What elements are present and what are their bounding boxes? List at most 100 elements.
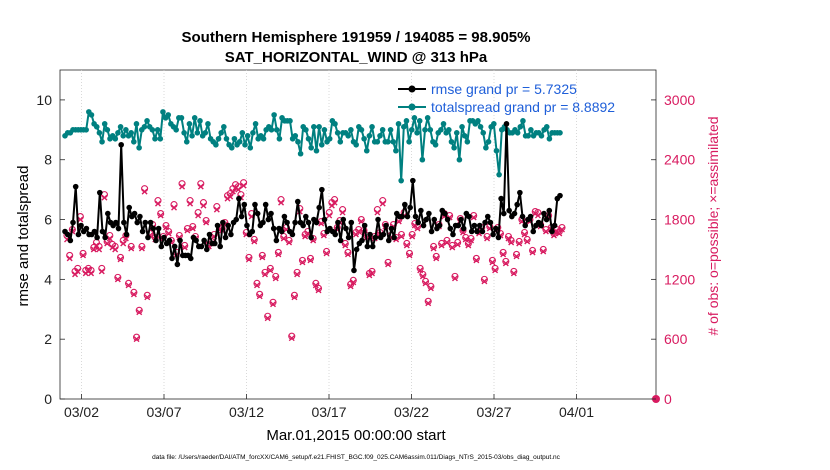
totalspread-point bbox=[491, 121, 497, 127]
obs-possible-point bbox=[341, 239, 349, 248]
obs-assimilated-point bbox=[291, 294, 298, 301]
totalspread-point bbox=[485, 138, 492, 145]
obs-possible-point bbox=[253, 279, 261, 287]
rmse-point bbox=[161, 234, 167, 241]
rmse-point bbox=[64, 231, 71, 238]
legend-spread-marker bbox=[408, 103, 416, 111]
rmse-point bbox=[391, 234, 397, 241]
obs-assimilated-point bbox=[96, 246, 103, 253]
rmse-point bbox=[436, 222, 443, 229]
obs-possible-point bbox=[162, 221, 170, 230]
rmse-point bbox=[313, 219, 320, 226]
obs-assimilated-point bbox=[80, 252, 87, 259]
rmse-point bbox=[471, 222, 478, 229]
rmse-point bbox=[105, 210, 111, 217]
obs-assimilated-point bbox=[342, 242, 349, 249]
obs-assimilated-point bbox=[240, 182, 247, 189]
obs-possible-point bbox=[314, 284, 323, 292]
totalspread-point bbox=[252, 121, 259, 127]
rmse-point bbox=[131, 210, 138, 217]
rmse-point bbox=[78, 222, 84, 229]
obs-possible-point bbox=[293, 268, 301, 276]
rmse-point bbox=[139, 228, 146, 235]
totalspread-point bbox=[305, 135, 312, 142]
totalspread-point bbox=[236, 138, 243, 145]
totalspread-point bbox=[221, 124, 227, 130]
totalspread-series bbox=[62, 109, 563, 184]
totalspread-point bbox=[318, 141, 325, 148]
rmse-point bbox=[482, 219, 488, 226]
rmse-point bbox=[460, 225, 467, 232]
totalspread-point bbox=[181, 130, 187, 136]
rmse-point bbox=[249, 228, 256, 235]
obs-assimilated-point bbox=[227, 193, 234, 200]
rmse-point bbox=[418, 207, 424, 214]
obs-assimilated-point bbox=[414, 225, 421, 232]
y2-tick-label: 0 bbox=[664, 391, 672, 407]
obs-assimilated-point bbox=[395, 218, 402, 225]
obs-assimilated-point bbox=[516, 240, 523, 247]
obs-possible-point bbox=[491, 264, 499, 272]
obs-possible-point bbox=[306, 254, 315, 262]
rmse-point bbox=[177, 237, 183, 244]
obs-assimilated-point bbox=[358, 218, 365, 225]
totalspread-point bbox=[395, 121, 402, 127]
obs-assimilated-point bbox=[462, 236, 469, 243]
rmse-point bbox=[158, 243, 165, 250]
obs-assimilated-point bbox=[294, 271, 301, 278]
x-tick-label: 03/27 bbox=[476, 404, 511, 420]
x-tick-label: 03/17 bbox=[311, 404, 346, 420]
obs-assimilated-point bbox=[385, 261, 392, 268]
rmse-point bbox=[506, 207, 512, 214]
obs-possible-point bbox=[448, 241, 456, 250]
rmse-point bbox=[335, 219, 341, 226]
obs-assimilated-point bbox=[438, 242, 445, 249]
obs-assimilated-point bbox=[409, 233, 416, 240]
rmse-point bbox=[137, 213, 143, 220]
totalspread-point bbox=[173, 127, 179, 133]
obs-assimilated-point bbox=[347, 283, 354, 290]
rmse-point bbox=[527, 213, 534, 220]
y-tick-label: 0 bbox=[44, 391, 52, 407]
y-tick-label: 10 bbox=[36, 92, 52, 108]
obs-assimilated-point bbox=[451, 275, 458, 282]
totalspread-point bbox=[136, 144, 142, 151]
rmse-point bbox=[551, 222, 558, 229]
rmse-point bbox=[375, 216, 381, 223]
obs-possible-point bbox=[322, 247, 331, 255]
totalspread-point bbox=[101, 121, 108, 127]
obs-assimilated-point bbox=[90, 246, 97, 253]
totalspread-point bbox=[276, 135, 283, 142]
x-tick-label: 03/12 bbox=[229, 404, 264, 420]
rmse-point bbox=[153, 237, 159, 244]
obs-assimilated-point bbox=[157, 212, 164, 219]
rmse-point bbox=[399, 213, 405, 220]
obs-assimilated-point bbox=[245, 256, 252, 263]
obs-possible-point bbox=[539, 245, 547, 254]
rmse-point bbox=[201, 237, 207, 244]
totalspread-point bbox=[292, 133, 299, 139]
rmse-point bbox=[300, 222, 306, 229]
totalspread-point bbox=[287, 118, 293, 124]
totalspread-point bbox=[88, 112, 95, 118]
totalspread-point bbox=[528, 127, 534, 133]
rmse-point bbox=[123, 231, 130, 238]
totalspread-point bbox=[517, 124, 524, 130]
totalspread-point bbox=[313, 147, 320, 154]
x-tick-label: 03/02 bbox=[64, 404, 99, 420]
totalspread-point bbox=[152, 135, 158, 142]
rmse-point bbox=[174, 261, 181, 268]
rmse-point bbox=[343, 225, 349, 232]
rmse-point bbox=[364, 243, 371, 250]
rmse-point bbox=[303, 213, 309, 220]
obs-assimilated-point bbox=[500, 251, 507, 258]
rmse-point bbox=[543, 216, 550, 223]
rmse-point bbox=[348, 219, 355, 226]
rmse-point bbox=[458, 216, 464, 223]
obs-assimilated-point bbox=[502, 260, 509, 267]
obs-assimilated-point bbox=[403, 242, 410, 249]
rmse-point bbox=[519, 213, 526, 220]
totalspread-point bbox=[424, 115, 431, 121]
obs-possible-point bbox=[558, 223, 566, 232]
rmse-point bbox=[238, 213, 245, 220]
